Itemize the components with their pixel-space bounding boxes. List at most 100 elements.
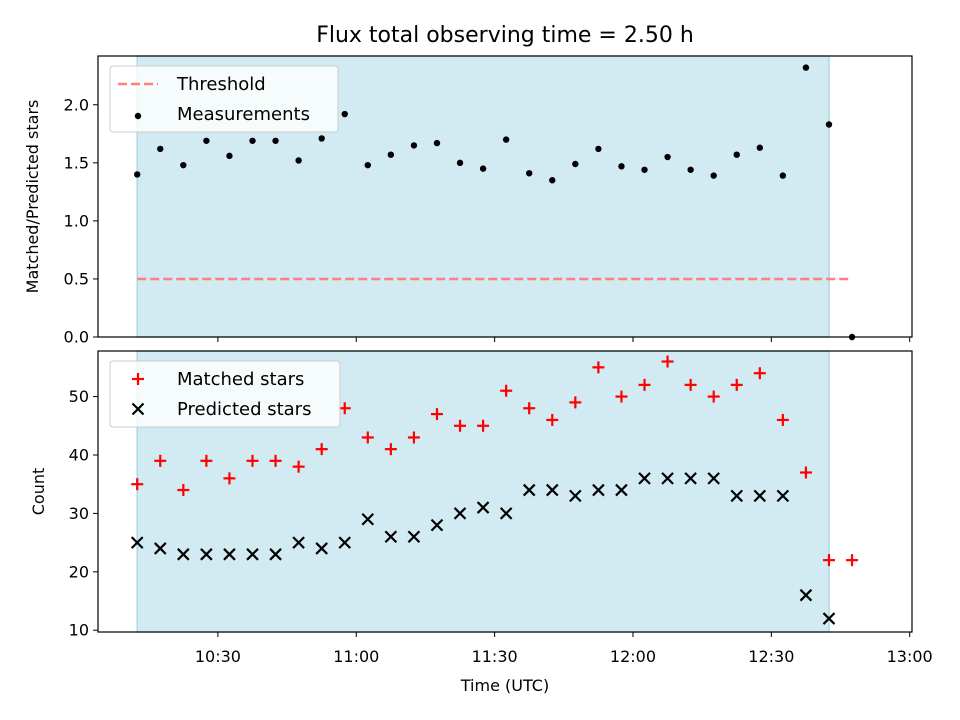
matched-star-point [477, 419, 490, 432]
x-stroke-b [453, 507, 467, 520]
predicted-star-point [130, 536, 144, 549]
matched-star-point [822, 554, 835, 567]
matched-star-point [730, 378, 743, 391]
x-stroke-b [569, 489, 582, 503]
measurement-point [180, 161, 187, 169]
predicted-star-point [292, 536, 305, 549]
x-stroke-b [292, 536, 305, 549]
x-stroke-b [730, 489, 744, 503]
matched-star-point [615, 390, 628, 403]
matched-star-point [384, 443, 397, 456]
matched-star-point [799, 466, 812, 479]
x-stroke-b [315, 542, 328, 555]
x-tick-label: 13:00 [887, 647, 933, 666]
predicted-star-point [522, 483, 536, 497]
predicted-star-point [799, 588, 813, 602]
measurement-point [618, 163, 625, 170]
matched-star-point [546, 413, 559, 426]
x-stroke-b [615, 483, 628, 497]
x-tick-label: 10:30 [195, 647, 241, 666]
predicted-star-point [315, 542, 328, 555]
measurement-point [825, 121, 833, 128]
matched-star-point [223, 472, 236, 485]
x-stroke-b [338, 536, 352, 549]
legend-matched-label: Matched stars [177, 369, 304, 390]
x-stroke-b [684, 472, 697, 485]
top-axes-frame [97, 55, 913, 338]
matched-star-point [292, 460, 305, 473]
y-tick-label: 2.0 [64, 95, 89, 114]
y-tick-label: 1.0 [64, 211, 89, 230]
predicted-star-point [776, 489, 790, 503]
y-tick-label: 0.5 [64, 269, 89, 288]
predicted-star-point [615, 483, 628, 497]
predicted-star-point [453, 507, 467, 520]
measurement-point [687, 166, 694, 173]
x-tick-label: 12:00 [610, 647, 656, 666]
measurement-point [526, 170, 533, 177]
x-stroke-b [407, 530, 421, 544]
predicted-star-point [545, 483, 559, 497]
legend-plus-shape [132, 373, 144, 385]
x-stroke-b [269, 548, 282, 561]
y-tick-label: 1.5 [64, 153, 89, 172]
bottom-y-axis-label: Count [29, 468, 48, 516]
y-tick-label: 30 [69, 504, 89, 523]
matched-star-point [707, 390, 720, 403]
x-stroke-b [361, 512, 375, 526]
predicted-star-point [246, 548, 259, 561]
measurement-point [318, 135, 325, 142]
matched-star-point [569, 396, 582, 409]
x-stroke-b [430, 518, 444, 532]
chart-title: Flux total observing time = 2.50 h [316, 23, 694, 48]
x-stroke-b [545, 483, 559, 497]
measurement-point [664, 153, 671, 161]
x-stroke-b [638, 472, 651, 485]
x-stroke-b [153, 542, 167, 555]
bottom-panel: 10 20 30 40 50 10:30 11:00 11:30 12:00 12:30 13:0… [29, 350, 933, 695]
matched-star-point [154, 454, 167, 467]
x-stroke-b [499, 507, 513, 520]
top-legend-box [109, 65, 339, 133]
measurement-point [572, 160, 579, 168]
x-stroke-b [776, 489, 790, 503]
matched-star-point [638, 378, 651, 391]
x-stroke-b [522, 483, 536, 497]
legend-measurements-label: Measurements [177, 104, 310, 125]
measurement-point [456, 159, 464, 167]
x-stroke-b [799, 588, 813, 602]
legend-threshold-label: Threshold [176, 74, 266, 95]
measurement-point [272, 137, 279, 144]
x-stroke-b [384, 530, 398, 544]
top-panel: 0.00.51.01.52.0 Matched/Predicted stars … [23, 55, 913, 347]
matched-star-point [846, 554, 859, 567]
legend-predicted-label: Predicted stars [177, 399, 311, 420]
matched-star-point [776, 413, 789, 426]
measurement-point [295, 157, 302, 164]
matched-star-point [430, 408, 443, 421]
x-stroke-b [476, 501, 490, 514]
measurement-point [157, 145, 164, 153]
bottom-x-ticks: 10:30 11:00 11:30 12:00 12:30 13:00 [195, 632, 933, 666]
measurement-point [756, 144, 764, 151]
top-y-axis-label: Matched/Predicted stars [23, 100, 42, 294]
predicted-star-point [200, 548, 213, 561]
x-tick-label: 11:00 [333, 647, 379, 666]
predicted-star-point [384, 530, 398, 544]
x-stroke-b [246, 548, 259, 561]
predicted-star-point [753, 489, 767, 503]
x-axis-label: Time (UTC) [460, 676, 549, 695]
predicted-star-point [430, 518, 444, 532]
bottom-y-ticks: 10 20 30 40 50 [69, 387, 98, 640]
matched-star-point [338, 402, 351, 415]
legend-predicted-marker [131, 402, 145, 416]
predicted-star-point [338, 536, 352, 549]
measurement-point [387, 151, 395, 158]
top-x-ticks [217, 337, 911, 342]
matched-star-point [523, 402, 536, 415]
legend-measurement-marker [134, 112, 142, 120]
measurement-point [433, 139, 441, 147]
y-tick-label: 40 [69, 445, 89, 464]
matched-star-point [131, 478, 144, 491]
predicted-star-point [407, 530, 421, 544]
